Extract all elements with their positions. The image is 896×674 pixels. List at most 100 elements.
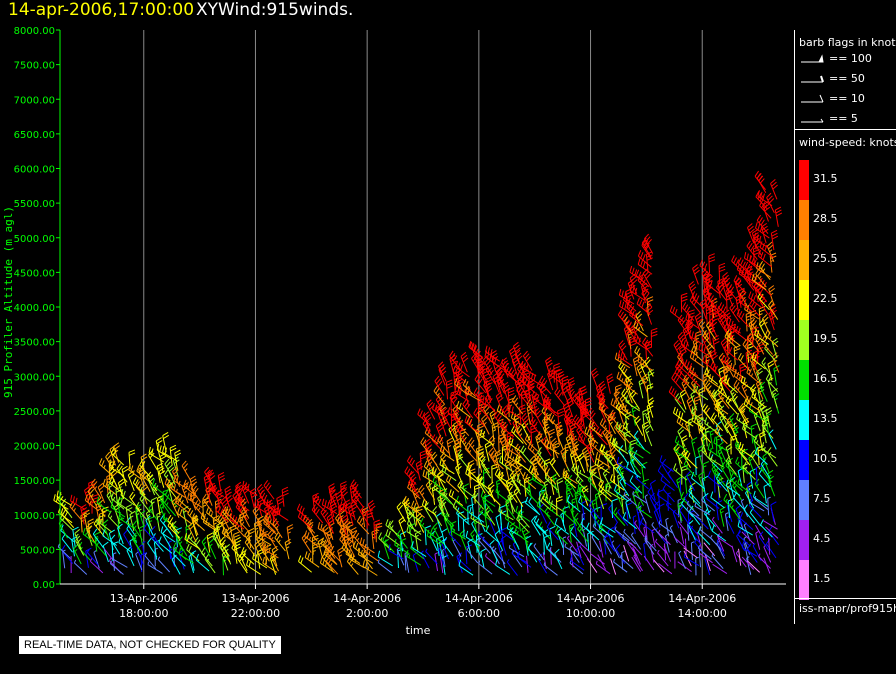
wind-barb	[93, 550, 100, 569]
wind-barb	[735, 456, 749, 475]
wind-barb	[447, 407, 463, 423]
wind-barb	[117, 478, 125, 500]
wind-barb	[709, 428, 716, 450]
wind-barb	[718, 376, 728, 397]
wind-barb	[641, 421, 649, 442]
wind-barb	[234, 494, 250, 512]
wind-barb	[755, 524, 765, 541]
wind-barb	[774, 206, 783, 227]
wind-barb	[478, 537, 491, 554]
wind-barb	[457, 480, 469, 500]
wind-barb	[613, 437, 629, 455]
barb-full-icon	[801, 94, 824, 103]
wind-barb	[207, 469, 216, 490]
wind-barb	[590, 368, 599, 389]
wind-barb	[506, 442, 522, 459]
wind-barb	[605, 483, 621, 500]
wind-barb	[495, 391, 504, 413]
wind-barb-plot: 13-Apr-2006 18:00:00 13-Apr-2006 22:00:00 14…	[2, 26, 786, 637]
wind-barb	[158, 536, 173, 554]
wind-barb	[618, 424, 631, 444]
wind-barb	[171, 554, 181, 575]
wind-barb	[494, 529, 503, 551]
wind-barb	[598, 380, 607, 402]
wind-barb	[108, 529, 115, 550]
wind-barb	[562, 468, 578, 485]
speed-swatch	[799, 400, 809, 440]
wind-barb	[704, 417, 719, 434]
wind-barb	[694, 503, 710, 516]
wind-barb	[635, 437, 651, 455]
wind-barb	[98, 458, 113, 476]
x-tick-label-date: 14-Apr-2006	[557, 592, 625, 605]
wind-barb	[598, 484, 613, 502]
wind-barb	[480, 490, 496, 507]
wind-barb	[741, 531, 755, 545]
wind-barb	[419, 450, 427, 470]
wind-barb	[638, 505, 647, 524]
wind-barb	[733, 379, 746, 399]
wind-barb	[729, 500, 741, 520]
wind-barb	[328, 483, 336, 504]
wind-barb	[686, 507, 702, 521]
wind-barb	[615, 421, 631, 438]
wind-barb	[749, 507, 762, 527]
wind-barb	[595, 560, 611, 575]
wind-barb	[587, 474, 600, 494]
wind-barb	[274, 532, 286, 552]
wind-barb	[411, 541, 427, 557]
wind-barb	[724, 512, 729, 531]
wind-barb	[479, 394, 496, 411]
wind-barb	[339, 501, 355, 518]
wind-barb	[351, 493, 362, 513]
wind-barb	[473, 483, 481, 504]
wind-barb	[580, 517, 594, 537]
wind-barb	[610, 558, 617, 575]
speed-swatch	[799, 560, 809, 600]
wind-barb	[739, 362, 747, 383]
wind-barb	[616, 371, 631, 389]
y-tick-label: 5500.00	[14, 199, 55, 210]
wind-barb	[758, 531, 770, 551]
wind-barb	[629, 389, 640, 410]
wind-barb	[578, 495, 592, 514]
wind-barb	[743, 251, 760, 268]
wind-barb	[97, 515, 112, 533]
wind-barb	[450, 524, 467, 540]
wind-barb	[539, 375, 552, 395]
wind-barb	[183, 479, 198, 498]
wind-barb	[423, 460, 437, 479]
wind-barb	[638, 378, 646, 399]
wind-barb	[501, 527, 508, 548]
wind-barb	[686, 396, 694, 417]
wind-barb	[719, 506, 726, 527]
wind-barb	[647, 397, 655, 418]
wind-barb	[202, 493, 214, 514]
wind-barb	[521, 412, 531, 433]
wind-barb	[420, 550, 430, 569]
wind-barb	[619, 300, 635, 316]
wind-barb	[367, 500, 376, 521]
wind-barb	[543, 479, 551, 500]
wind-barb	[584, 397, 592, 418]
wind-barb	[502, 381, 511, 403]
wind-barb	[702, 330, 715, 350]
wind-barb	[301, 532, 312, 553]
wind-barb	[755, 268, 767, 288]
wind-barb	[208, 481, 224, 498]
wind-barb	[691, 472, 706, 490]
wind-barb	[629, 308, 644, 326]
wind-barb	[726, 317, 741, 334]
speed-swatch	[799, 280, 809, 320]
wind-barb	[102, 478, 118, 496]
wind-barb	[187, 492, 203, 508]
wind-barb	[576, 465, 593, 481]
wind-barb	[188, 531, 201, 550]
wind-barb	[673, 339, 683, 361]
x-tick-label-date: 13-Apr-2006	[110, 592, 178, 605]
wind-barb	[588, 500, 601, 520]
wind-barb	[576, 486, 592, 503]
wind-barb	[655, 538, 668, 555]
wind-barb	[158, 467, 166, 488]
wind-barb	[281, 486, 289, 507]
